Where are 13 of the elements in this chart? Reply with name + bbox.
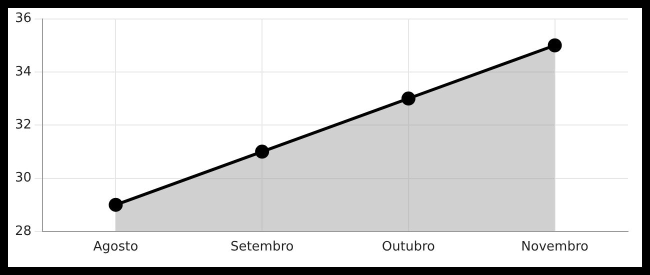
x-tick-label: Outubro <box>382 240 436 255</box>
y-tick-label: 30 <box>14 170 32 186</box>
point <box>401 92 416 106</box>
point <box>255 144 270 159</box>
y-tick-label: 28 <box>14 224 32 239</box>
x-tick-label: Novembro <box>521 240 589 255</box>
x-tick-label: Agosto <box>93 240 138 255</box>
y-tick-label: 32 <box>14 117 32 132</box>
y-tick-label: 36 <box>14 11 32 26</box>
point <box>548 38 562 52</box>
y-tick-label: 34 <box>14 64 32 80</box>
x-tick-label: Setembro <box>230 240 294 255</box>
point <box>108 198 123 212</box>
